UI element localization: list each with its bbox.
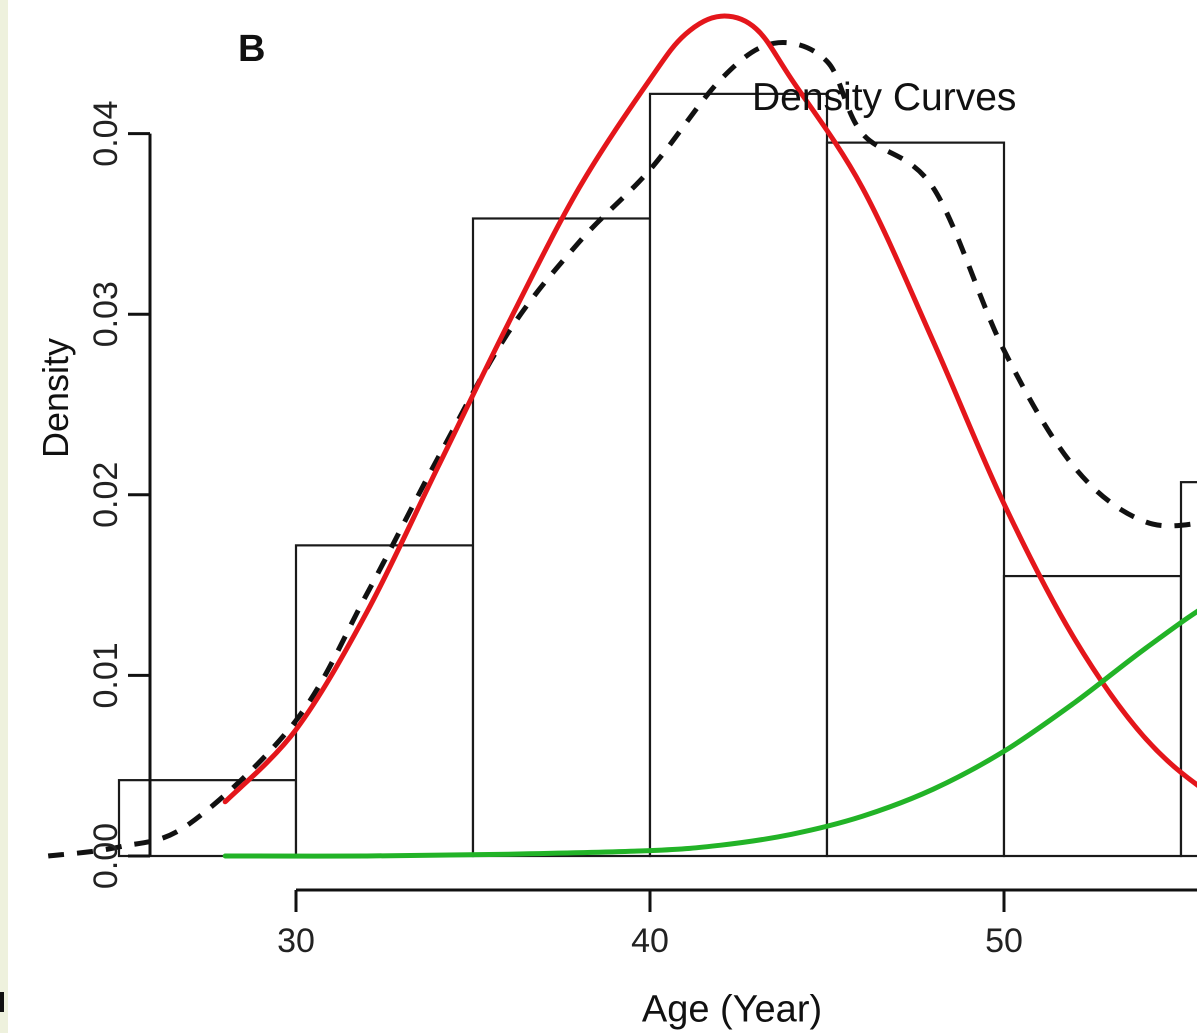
y-tick-label-0.01: 0.01: [87, 642, 125, 708]
y-tick-label-0.04: 0.04: [87, 101, 125, 167]
density-curves: [47, 13, 1197, 859]
panel-label: B: [238, 28, 266, 70]
y-tick-label-0.03: 0.03: [87, 281, 125, 347]
histogram-bar-6: [1002, 574, 1183, 858]
histogram-bar-3: [471, 217, 652, 858]
histogram-bar-5: [825, 141, 1006, 858]
left-border-strip: [0, 0, 8, 1033]
histogram-bar-7: [1179, 481, 1197, 858]
x-tick-label-30: 30: [277, 922, 315, 960]
histogram-bars: [117, 92, 1197, 858]
y-tick-label-0.00: 0.00: [87, 823, 125, 889]
histogram-bar-2: [294, 544, 475, 858]
component-1-red-curve: [222, 13, 1197, 805]
x-tick-label-40: 40: [631, 922, 669, 960]
x-tick-label-50: 50: [985, 922, 1023, 960]
histogram-bar-4: [648, 92, 829, 858]
y-axis-title: Density: [35, 337, 76, 459]
chart-title: Density Curves: [752, 76, 1017, 119]
left-edge-mark: [0, 992, 4, 1012]
axes: 3040506070800.000.010.020.030.04: [87, 101, 1197, 960]
x-axis-title: Age (Year): [641, 988, 823, 1031]
y-tick-label-0.02: 0.02: [87, 462, 125, 528]
component-2-green-curve: [222, 608, 1197, 859]
